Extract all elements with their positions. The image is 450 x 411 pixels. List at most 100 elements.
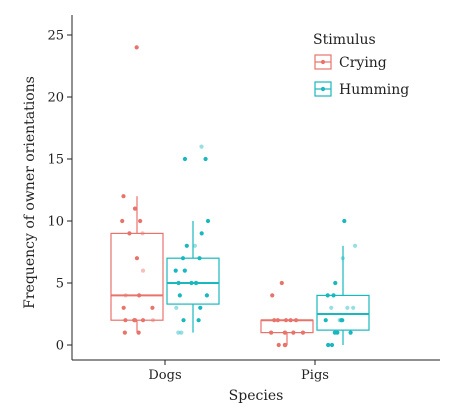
data-point xyxy=(270,293,275,298)
data-point xyxy=(279,280,284,286)
data-point xyxy=(189,280,194,286)
data-point xyxy=(127,231,132,236)
legend-key-point xyxy=(320,59,326,65)
data-point xyxy=(184,243,189,248)
data-point xyxy=(198,305,203,310)
data-point xyxy=(329,342,335,348)
data-point xyxy=(179,330,184,335)
y-tick-label: 15 xyxy=(47,153,64,168)
data-point xyxy=(339,318,344,323)
data-point xyxy=(326,342,331,348)
y-axis-title: Frequency of owner orientations xyxy=(22,76,38,309)
data-point xyxy=(134,45,139,50)
data-point xyxy=(123,318,128,323)
data-point xyxy=(193,280,199,286)
data-point xyxy=(140,318,146,323)
data-point xyxy=(123,293,128,298)
legend-item-crying: Crying xyxy=(314,54,387,71)
data-point xyxy=(197,256,202,261)
legend-title: Stimulus xyxy=(313,32,376,48)
data-point xyxy=(276,342,281,348)
data-point xyxy=(176,280,181,286)
box-iqr xyxy=(166,257,220,305)
data-point xyxy=(176,330,181,335)
data-point xyxy=(329,305,334,310)
legend-key-point xyxy=(320,86,326,92)
data-point xyxy=(180,256,186,261)
data-point xyxy=(293,318,299,323)
x-tick-label: Pigs xyxy=(301,368,329,383)
data-point xyxy=(138,218,143,224)
data-point xyxy=(173,268,178,273)
data-point xyxy=(121,194,126,199)
data-point xyxy=(196,318,201,323)
x-tick-label: Dogs xyxy=(148,368,181,383)
data-point xyxy=(204,293,210,298)
box-iqr xyxy=(260,319,314,334)
data-point xyxy=(345,305,350,310)
data-point xyxy=(192,243,198,248)
legend-label: Crying xyxy=(339,55,387,71)
data-point xyxy=(132,206,138,211)
y-tick-label: 25 xyxy=(47,29,64,44)
data-point xyxy=(283,342,288,348)
legend-label: Humming xyxy=(339,82,409,98)
data-point xyxy=(332,330,337,335)
data-point xyxy=(150,318,156,323)
box-humming-pigs xyxy=(316,218,370,348)
data-point xyxy=(326,342,331,348)
data-point xyxy=(137,293,142,298)
legend-item-humming: Humming xyxy=(314,81,409,98)
data-point xyxy=(150,305,155,310)
data-point xyxy=(283,318,289,323)
data-point xyxy=(269,330,274,335)
series-crying xyxy=(110,45,314,348)
data-point xyxy=(140,231,145,236)
data-point xyxy=(122,330,127,335)
box-iqr xyxy=(316,294,370,331)
data-point xyxy=(342,218,347,224)
box-crying-pigs xyxy=(260,280,314,348)
x-ticks: Dogs Pigs xyxy=(148,360,329,383)
y-tick-label: 0 xyxy=(56,339,64,354)
data-point xyxy=(199,144,204,149)
data-point xyxy=(182,268,187,273)
data-point xyxy=(291,330,296,335)
box-humming-dogs xyxy=(166,144,220,335)
data-point xyxy=(199,231,204,236)
data-point xyxy=(132,318,138,323)
data-point xyxy=(136,330,141,335)
data-point xyxy=(134,256,140,261)
axis-layer: 0 5 10 15 20 25 Dogs Pigs Species Frequency of… xyxy=(22,15,440,404)
data-point xyxy=(348,330,353,335)
data-point xyxy=(177,293,182,298)
legend: Stimulus Crying Humming xyxy=(313,32,409,98)
data-point xyxy=(333,280,338,286)
series-humming xyxy=(166,144,370,348)
box-iqr xyxy=(110,232,164,321)
data-point xyxy=(275,318,280,323)
data-point xyxy=(331,293,336,298)
y-tick-label: 10 xyxy=(47,215,64,230)
data-point xyxy=(323,318,328,323)
data-point xyxy=(120,218,125,224)
data-point xyxy=(340,256,345,261)
legend-items: Crying Humming xyxy=(314,54,409,98)
data-point xyxy=(352,243,358,248)
data-point xyxy=(121,305,126,310)
data-point xyxy=(300,330,306,335)
data-point xyxy=(351,305,356,310)
data-point xyxy=(182,156,188,162)
plot-layer xyxy=(110,45,370,348)
data-point xyxy=(325,293,330,298)
y-tick-label: 5 xyxy=(56,277,64,292)
y-ticks: 0 5 10 15 20 25 xyxy=(47,29,72,354)
box-crying-dogs xyxy=(110,45,164,335)
data-point xyxy=(288,318,293,323)
x-axis-title: Species xyxy=(229,388,284,404)
y-tick-label: 20 xyxy=(47,91,64,106)
data-point xyxy=(203,156,208,162)
data-point xyxy=(140,268,146,273)
